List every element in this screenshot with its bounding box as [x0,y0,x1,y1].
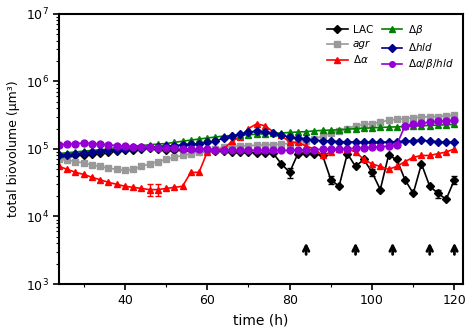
Y-axis label: total biovolume (μm³): total biovolume (μm³) [7,80,20,217]
X-axis label: time (h): time (h) [233,313,289,327]
Legend: LAC, agr, $\Delta\alpha$, $\Delta\beta$, $\Delta hld$, $\Delta\alpha/\beta/hld$: LAC, agr, $\Delta\alpha$, $\Delta\beta$,… [323,19,457,75]
